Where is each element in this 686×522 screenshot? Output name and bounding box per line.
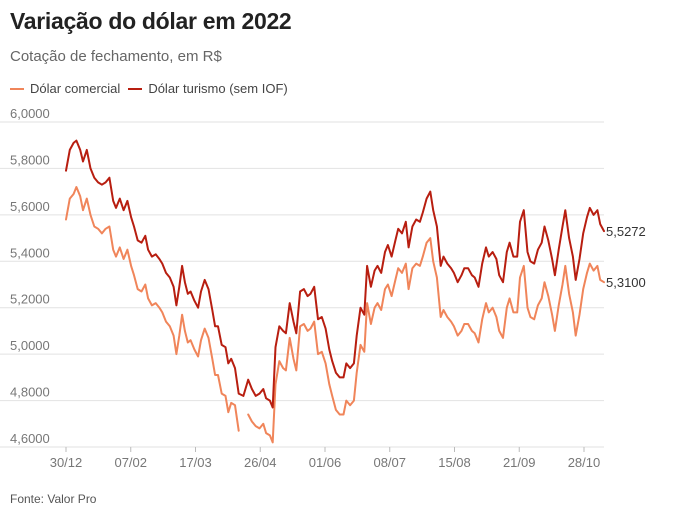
- chart-legend: Dólar comercial Dólar turismo (sem IOF): [10, 81, 296, 96]
- end-labels: 5,3100 5,5272: [606, 224, 646, 290]
- series-line-dolar-comercial: [65, 186, 240, 432]
- y-tick-label: 5,4000: [10, 245, 50, 260]
- x-tick-label: 17/03: [179, 455, 212, 470]
- chart-subtitle: Cotação de fechamento, em R$: [10, 48, 222, 65]
- legend-item-dolar-comercial: Dólar comercial: [10, 81, 120, 96]
- legend-label-dolar-comercial: Dólar comercial: [30, 81, 121, 96]
- series-line-dolar-turismo: [65, 139, 605, 409]
- legend-swatch-dolar-turismo: [128, 87, 143, 90]
- x-tick-label: 21/09: [503, 455, 536, 470]
- x-tick-label: 26/04: [244, 455, 277, 470]
- y-axis-ticks: 4,6000 4,8000 5,0000 5,2000 5,4000 5,6000 5,80…: [10, 106, 50, 446]
- y-tick-label: 5,0000: [10, 338, 50, 353]
- series-layer: [65, 139, 605, 444]
- end-value-label: 5,3100: [606, 275, 646, 290]
- legend-swatch-dolar-comercial: [10, 87, 24, 90]
- chart-title: Variação do dólar em 2022: [10, 8, 292, 34]
- x-tick-label: 28/10: [568, 455, 601, 470]
- x-tick-label: 07/02: [114, 455, 147, 470]
- x-axis-ticks: 30/12 07/02 17/03 26/04 01/06 08/07 15/08 21/09…: [50, 447, 601, 470]
- x-tick-label: 08/07: [373, 455, 406, 470]
- chart-source: Fonte: Valor Pro: [10, 492, 97, 506]
- x-tick-label: 15/08: [438, 455, 471, 470]
- legend-item-dolar-turismo: Dólar turismo (sem IOF): [128, 81, 288, 96]
- y-tick-label: 5,8000: [10, 152, 50, 167]
- series-line-dolar-comercial: [247, 237, 605, 444]
- y-tick-label: 5,2000: [10, 292, 50, 307]
- x-tick-label: 01/06: [309, 455, 342, 470]
- x-tick-label: 30/12: [50, 455, 83, 470]
- end-value-label: 5,5272: [606, 224, 646, 239]
- y-tick-label: 6,0000: [10, 106, 50, 121]
- y-tick-label: 4,8000: [10, 385, 50, 400]
- y-tick-label: 5,6000: [10, 199, 50, 214]
- y-tick-label: 4,6000: [10, 431, 50, 446]
- legend-label-dolar-turismo: Dólar turismo (sem IOF): [148, 81, 288, 96]
- grid-layer: [0, 121, 604, 448]
